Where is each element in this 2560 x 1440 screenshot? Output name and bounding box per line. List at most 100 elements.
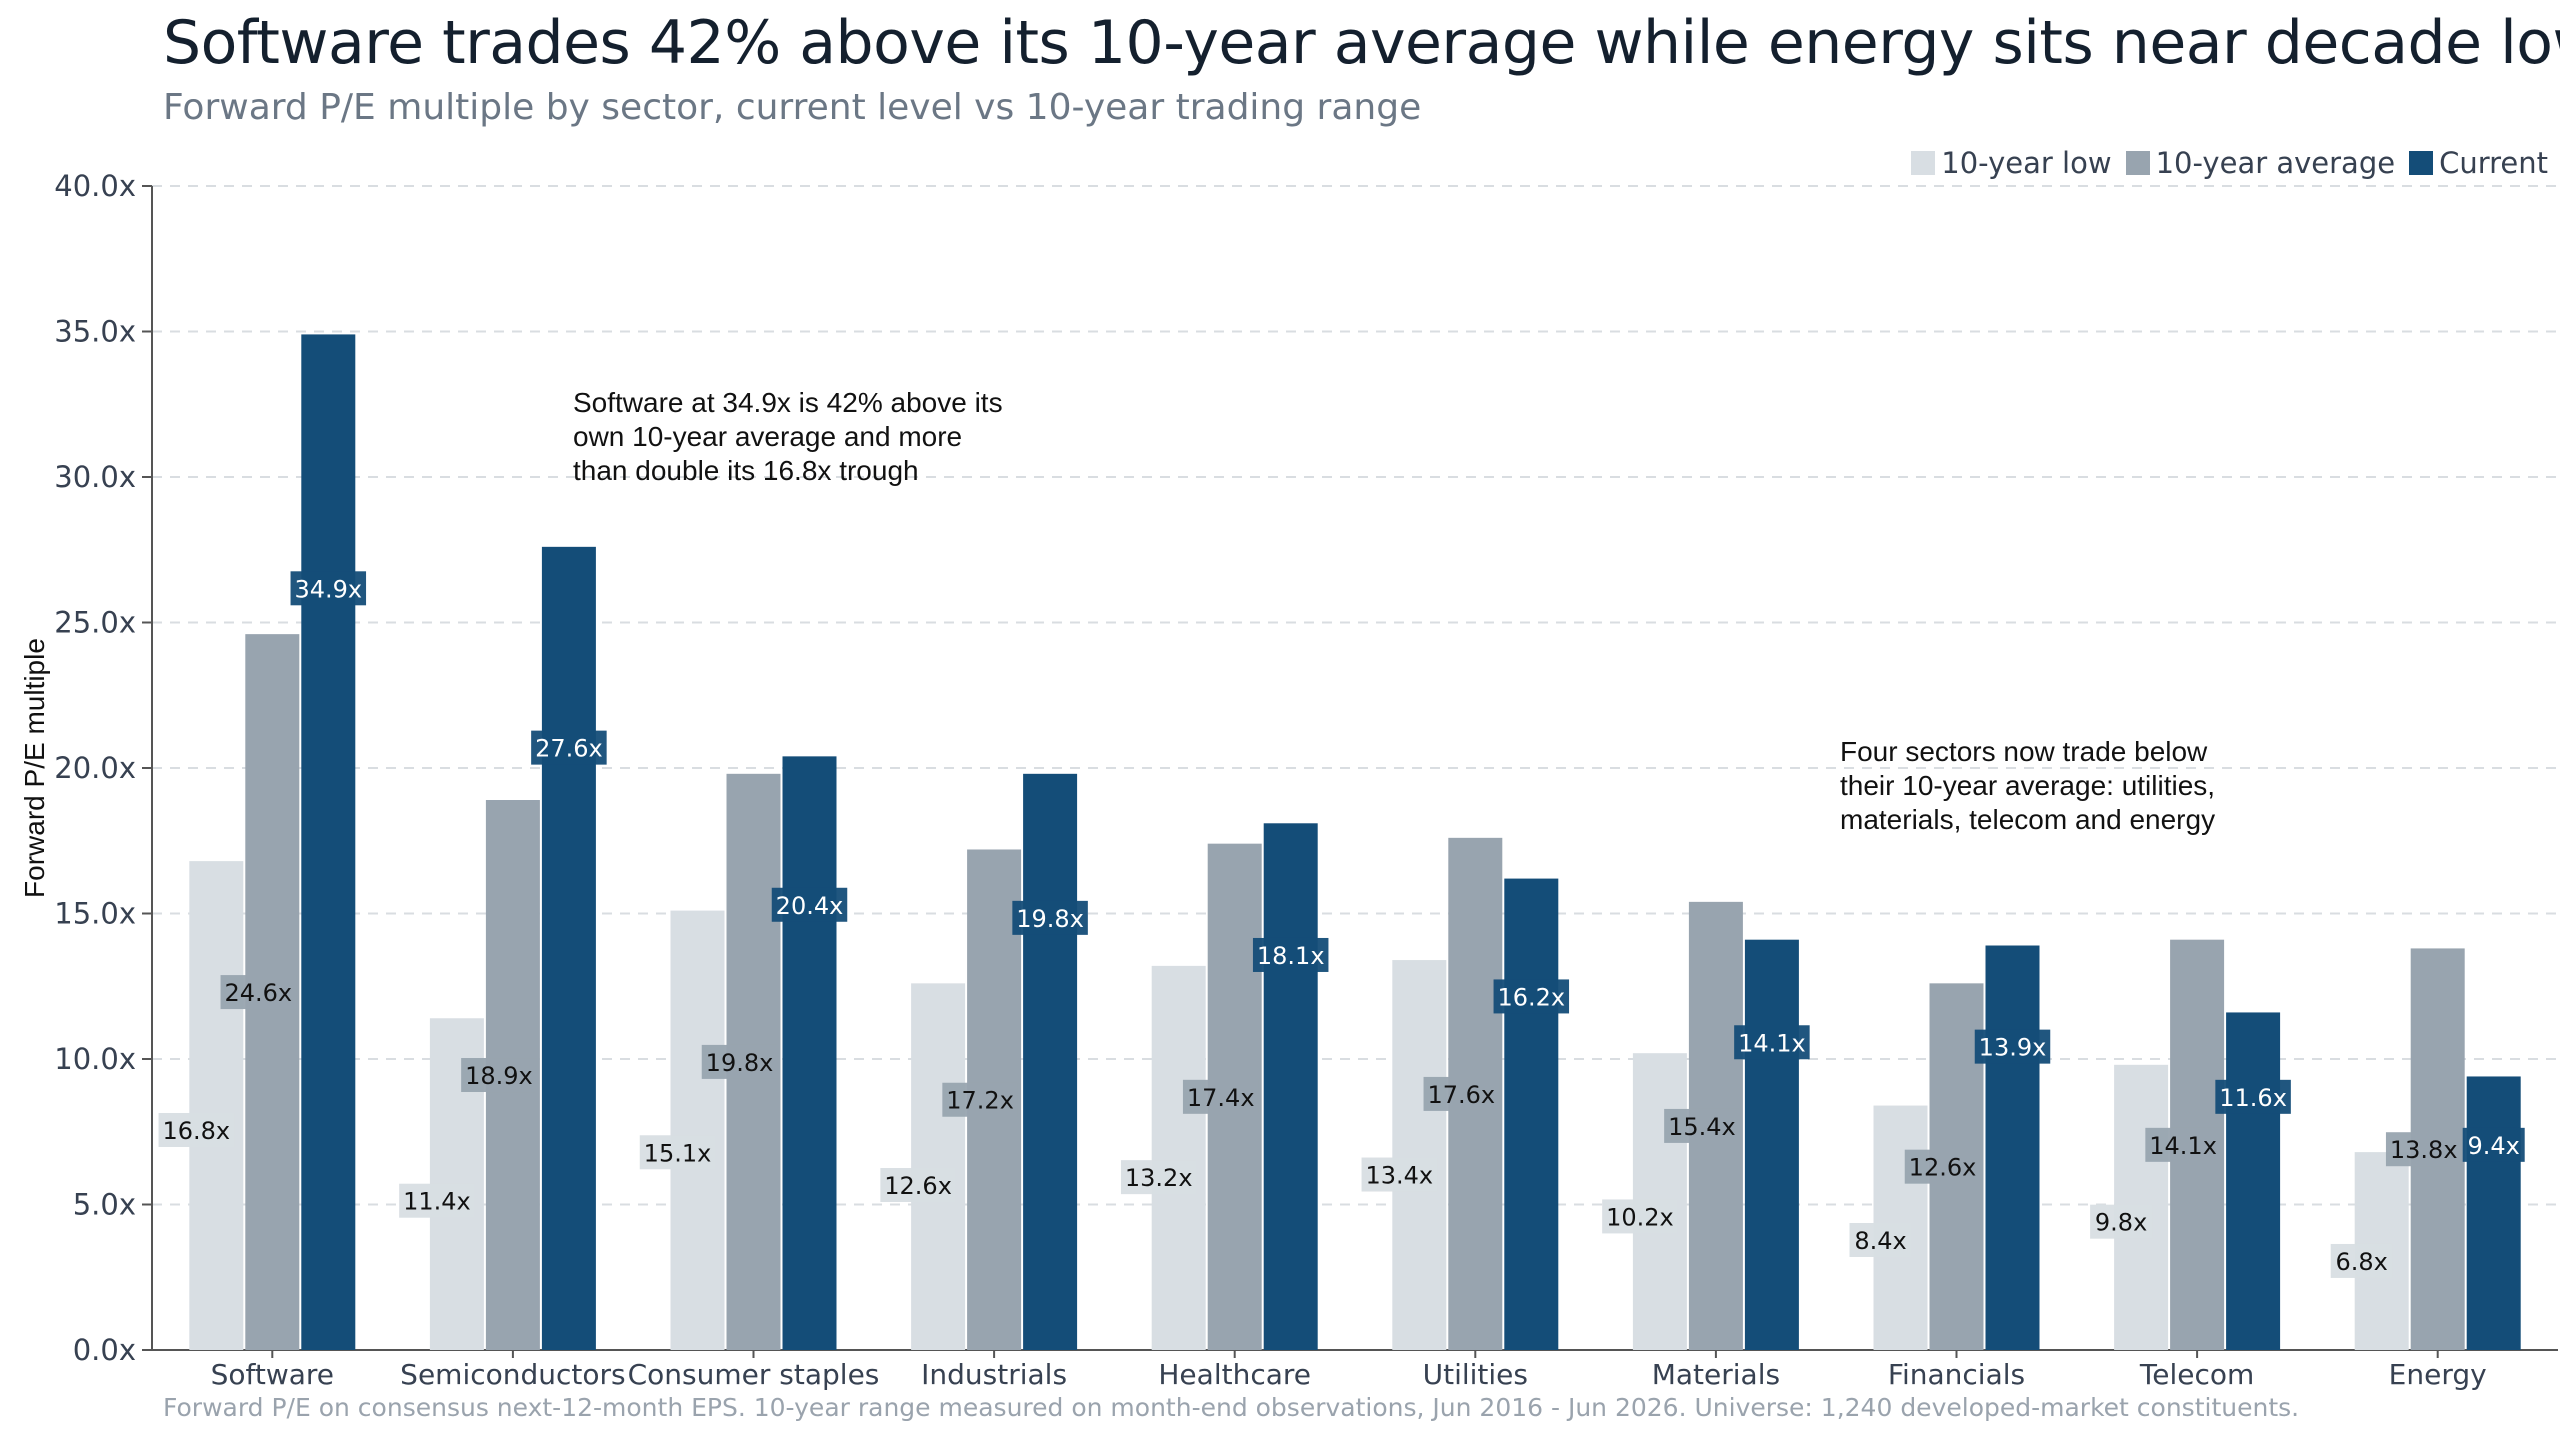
data-label-bg <box>942 1082 1018 1117</box>
data-label: 13.9x <box>1979 1034 2047 1062</box>
x-tick-label: Telecom <box>2139 1358 2254 1391</box>
bar-current <box>2226 1012 2281 1350</box>
bar-current <box>2466 1076 2521 1350</box>
data-label: 34.9x <box>294 575 362 603</box>
bar-low <box>670 910 725 1350</box>
y-tick-label: 15.0x <box>54 897 136 931</box>
data-label: 15.1x <box>644 1139 712 1167</box>
bar-current <box>1504 878 1559 1350</box>
bar-current <box>1023 773 1078 1350</box>
data-label: 11.4x <box>403 1188 471 1216</box>
data-label-bg <box>2330 1243 2393 1278</box>
data-label-bg <box>399 1183 475 1218</box>
legend-swatch-current <box>2409 151 2434 175</box>
x-tick-label: Utilities <box>1423 1358 1528 1391</box>
bar-current <box>541 546 596 1350</box>
x-tick-label: Software <box>211 1358 334 1391</box>
data-label: 18.1x <box>1257 942 1325 970</box>
data-label: 27.6x <box>535 735 603 763</box>
data-label: 19.8x <box>1016 905 1084 933</box>
y-tick-label: 0.0x <box>73 1333 136 1367</box>
bar-low <box>189 861 244 1350</box>
data-label-bg <box>1664 1108 1740 1143</box>
data-label-bg <box>461 1058 537 1093</box>
annotation-software-line-3: than double its 16.8x trough <box>573 455 919 486</box>
chart-title: Software trades 42% above its 10-year av… <box>163 8 2560 78</box>
annotation-below-average: Four sectors now trade below their 10-ye… <box>1840 735 2215 837</box>
data-label-bg <box>1493 979 1570 1014</box>
data-label: 16.8x <box>162 1117 230 1145</box>
legend-label-average: 10-year average <box>2155 146 2396 180</box>
data-label-bg <box>2462 1127 2525 1162</box>
data-label-bg <box>1120 1160 1197 1195</box>
legend-swatch-average <box>2125 151 2150 175</box>
data-label: 13.4x <box>1365 1162 1433 1190</box>
bar-current <box>301 334 356 1350</box>
data-label: 15.4x <box>1668 1113 1736 1141</box>
data-label-bg <box>1904 1149 1981 1184</box>
data-label: 8.4x <box>1854 1227 1906 1255</box>
data-label: 18.9x <box>465 1062 533 1090</box>
data-label: 9.4x <box>2468 1132 2520 1160</box>
data-label: 12.6x <box>1909 1154 1977 1182</box>
data-label: 14.1x <box>1738 1029 1806 1057</box>
data-label: 9.8x <box>2095 1209 2147 1237</box>
data-label-bg <box>880 1168 956 1203</box>
data-label: 19.8x <box>706 1049 774 1077</box>
data-label-bg <box>2145 1127 2221 1162</box>
data-label-bg <box>1849 1223 1912 1258</box>
bar-low <box>1151 965 1206 1350</box>
y-tick-label: 30.0x <box>54 460 136 494</box>
legend-item-average: 10-year average <box>2125 146 2396 180</box>
data-label: 20.4x <box>776 892 844 920</box>
y-tick-label: 40.0x <box>54 169 136 203</box>
y-tick-label: 10.0x <box>54 1042 136 1076</box>
data-label: 24.6x <box>224 979 292 1007</box>
data-label-bg <box>531 730 607 765</box>
data-label-bg <box>1974 1029 2051 1064</box>
data-label-bg <box>1012 900 1088 935</box>
legend-item-low: 10-year low <box>1911 146 2112 180</box>
x-tick-label: Semiconductors <box>400 1358 625 1391</box>
annotation-below-average-line-3: materials, telecom and energy <box>1840 804 2216 835</box>
data-label: 13.2x <box>1125 1164 1193 1192</box>
bar-current <box>1985 945 2040 1350</box>
bar-current <box>1263 823 1318 1350</box>
legend-swatch-low <box>1911 151 1936 175</box>
data-label: 17.2x <box>946 1087 1014 1115</box>
annotation-software-line-2: own 10-year average and more <box>573 421 963 452</box>
x-tick-label: Consumer staples <box>628 1358 880 1391</box>
legend-item-current: Current <box>2409 146 2548 180</box>
data-label: 13.8x <box>2390 1136 2458 1164</box>
data-label-bg <box>2090 1204 2153 1239</box>
data-label-bg <box>1361 1157 1438 1192</box>
legend-label-low: 10-year low <box>1941 146 2112 180</box>
data-label-bg <box>158 1113 235 1148</box>
data-label-bg <box>2385 1132 2462 1167</box>
data-label-bg <box>1734 1025 1810 1060</box>
data-label: 17.4x <box>1187 1084 1255 1112</box>
x-tick-label: Energy <box>2389 1358 2487 1391</box>
y-tick-label: 5.0x <box>73 1188 136 1222</box>
data-label: 16.2x <box>1497 983 1565 1011</box>
y-axis-label: Forward P/E multiple <box>19 638 50 898</box>
data-label-bg <box>701 1044 778 1079</box>
annotation-below-average-line-1: Four sectors now trade below <box>1840 736 2208 767</box>
data-label-bg <box>290 571 367 606</box>
data-label-bg <box>1423 1076 1500 1111</box>
chart-legend: 10-year low 10-year average Current <box>1911 146 2548 180</box>
data-label: 6.8x <box>2336 1248 2388 1276</box>
x-tick-label: Materials <box>1652 1358 1780 1391</box>
annotation-software: Software at 34.9x is 42% above its own 1… <box>573 386 1003 488</box>
data-label: 12.6x <box>884 1172 952 1200</box>
legend-label-current: Current <box>2439 146 2548 180</box>
data-label: 10.2x <box>1606 1203 1674 1231</box>
bar-low <box>911 983 966 1350</box>
annotation-software-line-1: Software at 34.9x is 42% above its <box>573 387 1003 418</box>
data-label-bg <box>1602 1199 1678 1234</box>
annotation-below-average-line-2: their 10-year average: utilities, <box>1840 770 2216 801</box>
x-tick-label: Industrials <box>921 1358 1067 1391</box>
data-label-bg <box>2215 1079 2291 1114</box>
y-tick-label: 20.0x <box>54 751 136 785</box>
bar-low <box>1392 960 1447 1350</box>
